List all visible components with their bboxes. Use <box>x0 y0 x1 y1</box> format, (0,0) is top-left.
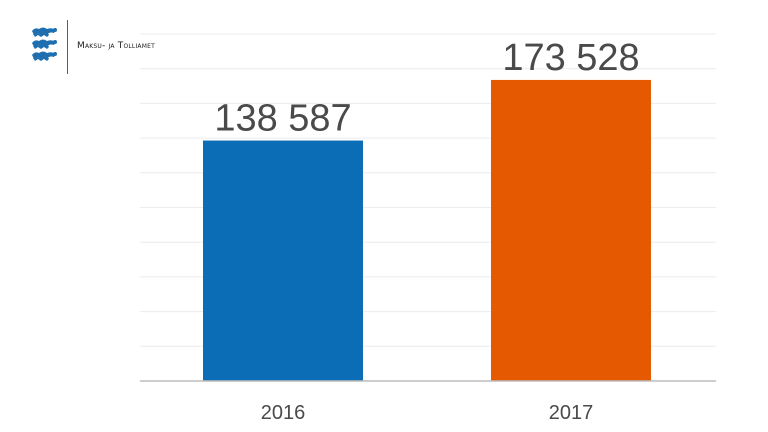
x-tick-label-2017: 2017 <box>549 402 594 424</box>
bars <box>203 79 651 381</box>
labels: 138 587 2016 173 528 2017 <box>214 37 639 424</box>
x-tick-label-2016: 2016 <box>261 402 306 424</box>
three-lions-coat-of-arms-icon <box>32 27 57 61</box>
data-label-2016: 138 587 <box>214 98 351 140</box>
bar-2017 <box>491 79 651 381</box>
agency-name: Maksu- ja Tolliamet <box>77 41 155 51</box>
bar-2016 <box>203 140 363 381</box>
data-label-2017: 173 528 <box>502 37 639 79</box>
logo-divider <box>67 20 68 74</box>
